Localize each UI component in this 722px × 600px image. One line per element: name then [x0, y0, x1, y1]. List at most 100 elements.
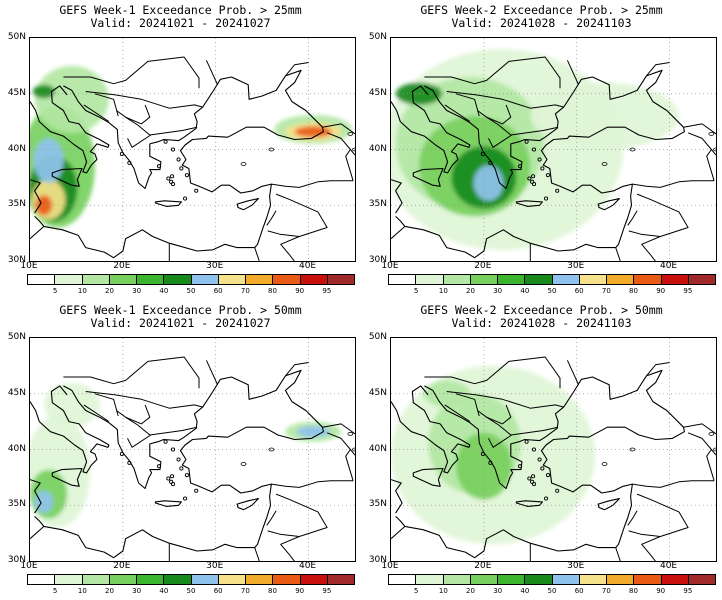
country-border — [687, 132, 715, 181]
country-border — [254, 547, 260, 561]
colorbar-swatch — [470, 575, 498, 584]
island-coastline — [597, 198, 620, 211]
colorbar-tick-label: 60 — [213, 587, 223, 595]
country-border — [615, 547, 621, 561]
colorbar-swatch — [607, 275, 635, 284]
country-border — [641, 536, 661, 561]
country-border — [391, 226, 406, 240]
country-border — [477, 110, 559, 136]
island-outline — [480, 451, 485, 457]
colorbar-tick-label: 80 — [268, 287, 277, 295]
colorbar-swatch — [273, 575, 301, 584]
country-border — [94, 93, 119, 117]
country-border — [711, 449, 716, 456]
country-border — [566, 360, 580, 386]
longitude-tick-label: 30E — [206, 261, 224, 271]
colorbar-tick-label: 10 — [438, 587, 448, 595]
country-border — [271, 180, 354, 188]
island-outline — [524, 139, 529, 144]
country-border — [687, 432, 715, 481]
probability-contour — [34, 65, 109, 133]
colorbar-swatch — [246, 275, 274, 284]
colorbar-swatch — [300, 575, 328, 584]
map-panel: GEFS Week-1 Exceedance Prob. > 50mm Valid… — [0, 300, 361, 600]
country-border — [566, 60, 580, 86]
island-outline — [183, 496, 188, 501]
map-panel: GEFS Week-2 Exceedance Prob. > 50mm Valid… — [361, 300, 722, 600]
country-border — [83, 404, 110, 423]
colorbar-tick-label: 5 — [52, 287, 58, 295]
country-border — [446, 91, 564, 109]
panel-valid-dates: Valid: 20241028 - 20241103 — [451, 16, 632, 30]
country-border — [391, 526, 406, 540]
country-border — [446, 391, 564, 409]
coastline — [391, 179, 403, 214]
island-outline — [119, 151, 124, 157]
colorbar-tick-label: 80 — [268, 587, 277, 595]
island-outline — [555, 188, 560, 193]
country-border — [116, 110, 198, 136]
colorbar-tick-label: 80 — [629, 587, 638, 595]
colorbar-swatch — [416, 275, 444, 284]
country-border — [205, 360, 219, 386]
country-border — [711, 149, 716, 156]
island-coastline — [412, 467, 444, 487]
island-outline — [127, 160, 132, 165]
lake-outline — [713, 447, 716, 452]
country-border — [486, 104, 512, 125]
island-coastline — [515, 500, 543, 507]
country-border — [424, 56, 561, 89]
longitude-tick-label: 30E — [206, 561, 224, 571]
country-border — [424, 356, 561, 389]
colorbar-tick-label: 5 — [413, 587, 419, 595]
probability-contour — [32, 84, 55, 99]
longitude-tick-label: 10E — [381, 261, 399, 271]
country-border — [350, 449, 355, 456]
lake-outline — [713, 147, 716, 152]
colorbar-swatch — [552, 575, 580, 584]
coastline — [30, 85, 110, 174]
island-outline — [555, 488, 560, 493]
island-outline — [488, 160, 493, 165]
island-outline — [518, 164, 523, 169]
country-border — [350, 149, 355, 156]
colorbar-tick-label: 95 — [683, 587, 693, 595]
colorbar-tick-label: 30 — [132, 587, 142, 595]
colorbar-tick-label: 50 — [186, 587, 196, 595]
colorbar-swatch — [273, 275, 301, 284]
island-outline — [176, 457, 181, 462]
island-outline — [166, 176, 171, 181]
coastline — [30, 479, 42, 514]
country-border — [285, 362, 309, 377]
colorbar-swatch — [579, 275, 607, 284]
country-border — [444, 404, 471, 423]
island-outline — [524, 439, 529, 444]
island-coastline — [597, 498, 620, 511]
country-border — [683, 123, 716, 135]
coastline — [391, 85, 471, 174]
island-coastline — [154, 200, 182, 207]
country-border — [267, 493, 328, 537]
colorbar-tick-label: 50 — [547, 287, 557, 295]
island-outline — [531, 182, 537, 187]
island-outline — [545, 473, 550, 478]
country-border — [444, 104, 471, 123]
colorbar-tick-label: 10 — [77, 587, 87, 595]
country-border — [477, 410, 559, 436]
colorbar-swatch — [688, 575, 715, 584]
lake-outline — [352, 447, 355, 452]
panel-title: GEFS Week-2 Exceedance Prob. > 50mm — [420, 303, 663, 317]
panel-valid-dates: Valid: 20241021 - 20241027 — [90, 16, 271, 30]
colorbar-tick-label: 70 — [240, 587, 250, 595]
probability-contour — [530, 82, 679, 150]
island-outline — [157, 464, 162, 469]
probability-contour — [33, 138, 64, 183]
latitude-tick-label: 30N — [7, 555, 26, 565]
country-border — [646, 362, 670, 377]
island-outline — [176, 157, 181, 162]
island-coastline — [236, 198, 259, 211]
country-border — [266, 210, 277, 226]
colorbar-swatch — [164, 575, 192, 584]
colorbar-tick-label: 95 — [683, 287, 693, 295]
coastline — [391, 385, 471, 474]
